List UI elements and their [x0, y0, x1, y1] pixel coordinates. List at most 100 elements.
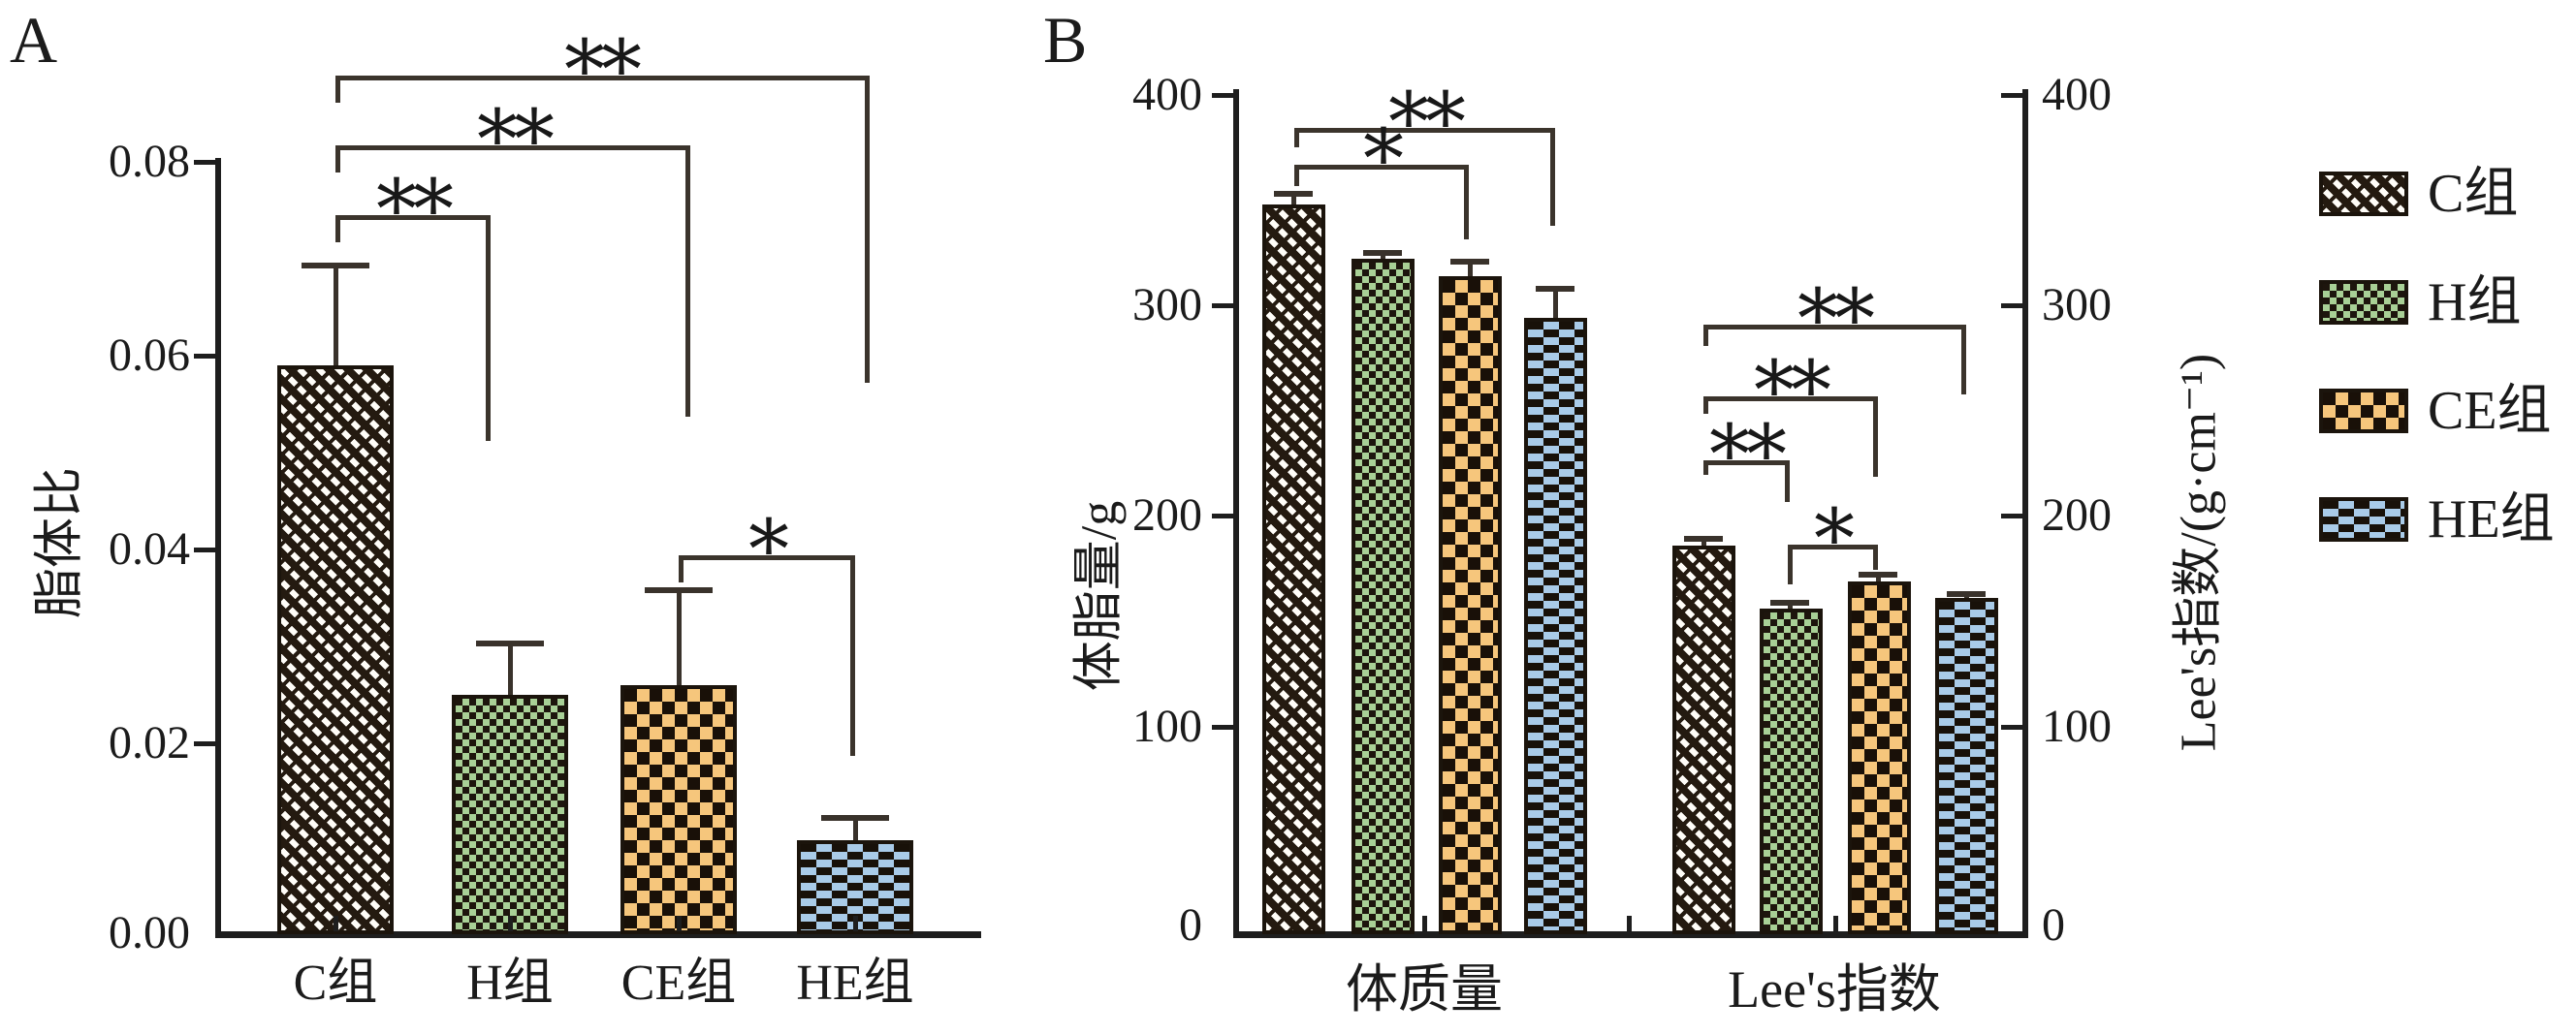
- panel-b-xtick-lees: [1833, 916, 1838, 931]
- panel-b-category-label: 体质量: [1346, 960, 1503, 1019]
- panel-b-bracket-lees-c-ce-left-leg: [1703, 396, 1708, 414]
- panel-b-errorbar-bodymass-ce-whisker: [1468, 262, 1473, 276]
- panel-b-left-ytick-label: 300: [1132, 279, 1202, 330]
- panel-a-bracket-c-he: [335, 76, 870, 80]
- panel-b-bracket-lees-c-ce: [1703, 396, 1878, 401]
- panel-b-right-ytick-100: [2001, 725, 2022, 730]
- legend-swatch-he: [2319, 497, 2408, 542]
- significance-label: *: [748, 502, 789, 597]
- panel-b-left-ytick-100: [1212, 725, 1233, 730]
- panel-a-ytick-label: 0.06: [109, 329, 190, 381]
- panel-b-bodymass-bar-h: [1352, 259, 1415, 934]
- panel-a-bracket-ce-he: [679, 555, 855, 560]
- panel-a-bracket-c-ce-left-leg: [335, 145, 340, 172]
- panel-b-right-ytick-200: [2001, 514, 2022, 518]
- legend-label-h: H组: [2428, 272, 2522, 332]
- panel-b-right-ytick-label: 0: [2042, 899, 2065, 951]
- panel-b-x-axis: [1233, 931, 2028, 938]
- significance-label: **: [477, 92, 555, 187]
- panel-b-left-ytick-label: 0: [1179, 899, 1202, 951]
- panel-a-ytick-004: [194, 548, 215, 552]
- panel-a-errorbar-ce-whisker: [677, 593, 682, 685]
- panel-b-label: B: [1043, 3, 1088, 77]
- panel-b-left-ytick-label: 400: [1132, 69, 1202, 120]
- panel-b-left-ytick-label: 200: [1132, 489, 1202, 541]
- panel-b-category-label: Lee's指数: [1728, 960, 1941, 1019]
- panel-b-errorbar-bodymass-h-cap: [1363, 250, 1402, 256]
- panel-b-errorbar-lees-c-cap: [1684, 536, 1723, 542]
- panel-b-errorbar-lees-h-cap: [1770, 600, 1809, 606]
- panel-a-bar-h: [452, 695, 568, 934]
- panel-b-errorbar-lees-he-cap: [1947, 591, 1986, 597]
- significance-label: **: [376, 162, 454, 257]
- significance-label: **: [1797, 271, 1875, 366]
- legend-swatch-c: [2319, 172, 2408, 216]
- panel-a-category-label: HE组: [796, 956, 914, 1011]
- panel-b-bracket-lees-c-he-right-leg: [1961, 325, 1966, 394]
- panel-b-bracket-bodymass-c-ce-right-leg: [1464, 165, 1469, 239]
- panel-a-ytick-label: 0.00: [109, 907, 190, 958]
- panel-a-bracket-c-ce-right-leg: [685, 145, 690, 417]
- panel-a-ytick-label: 0.08: [109, 136, 190, 187]
- legend-swatch-ce: [2319, 389, 2408, 433]
- significance-label: **: [564, 22, 642, 117]
- panel-b-errorbar-bodymass-he-whisker: [1553, 289, 1558, 318]
- panel-a-bracket-c-h-left-leg: [335, 215, 340, 242]
- panel-b-right-ytick-300: [2001, 303, 2022, 308]
- panel-a-bracket-c-h: [335, 215, 491, 220]
- panel-a-y-axis-title: 脂体比: [32, 466, 88, 619]
- panel-a-x-axis: [215, 931, 981, 938]
- panel-b-xtick-bodymass: [1422, 916, 1427, 931]
- panel-a-y-axis: [215, 158, 221, 937]
- panel-b-bodymass-bar-he: [1524, 318, 1587, 934]
- panel-a-bracket-c-h-right-leg: [486, 215, 491, 441]
- panel-b-errorbar-lees-ce-whisker: [1876, 575, 1881, 581]
- legend-label-c: C组: [2428, 164, 2519, 224]
- significance-label: **: [1709, 407, 1787, 502]
- panel-a-label: A: [10, 3, 58, 77]
- panel-a-category-label: H组: [466, 956, 554, 1011]
- panel-b-bracket-lees-h-ce: [1788, 545, 1878, 549]
- panel-a-category-label: C组: [293, 956, 378, 1011]
- panel-a-bracket-ce-he-right-leg: [850, 555, 855, 756]
- panel-a-errorbar-ce-cap: [645, 587, 713, 593]
- panel-b-errorbar-bodymass-h-whisker: [1381, 253, 1385, 259]
- panel-b-left-ytick-label: 100: [1132, 701, 1202, 752]
- significance-label: **: [1388, 75, 1466, 170]
- panel-a-bracket-ce-he-left-leg: [679, 555, 684, 582]
- panel-b-right-ytick-label: 100: [2042, 701, 2112, 752]
- panel-a-ytick-002: [194, 741, 215, 746]
- panel-b-bodymass-bar-c: [1262, 204, 1325, 934]
- panel-b-errorbar-lees-ce-cap: [1859, 572, 1897, 578]
- panel-b-bodymass-bar-ce: [1439, 276, 1502, 934]
- panel-b-left-ytick-300: [1212, 303, 1233, 308]
- panel-a-ytick-label: 0.02: [109, 717, 190, 768]
- panel-b-bracket-lees-c-h-right-leg: [1785, 460, 1790, 502]
- panel-b-bracket-bodymass-c-he: [1294, 128, 1555, 133]
- panel-b-errorbar-bodymass-c-cap: [1274, 191, 1313, 197]
- panel-b-bracket-bodymass-c-ce: [1294, 165, 1469, 170]
- panel-a-errorbar-h-cap: [476, 641, 544, 646]
- significance-label: **: [1754, 343, 1831, 438]
- panel-a-bracket-c-he-left-leg: [335, 76, 340, 103]
- significance-label: *: [1363, 111, 1404, 206]
- panel-b-bracket-bodymass-c-ce-left-leg: [1294, 165, 1299, 186]
- panel-b-right-y-axis: [2022, 89, 2028, 937]
- panel-b-bracket-lees-c-h-left-leg: [1703, 460, 1708, 475]
- panel-a-xtick-c: [334, 916, 338, 931]
- panel-b-left-ytick-200: [1212, 514, 1233, 518]
- panel-b-lees-bar-h: [1760, 609, 1823, 934]
- panel-a-xtick-h: [508, 916, 513, 931]
- panel-a-xtick-he: [853, 916, 858, 931]
- panel-b-errorbar-bodymass-he-cap: [1536, 286, 1574, 292]
- panel-b-bracket-lees-h-ce-right-leg: [1873, 545, 1878, 570]
- panel-a-category-label: CE组: [620, 956, 737, 1011]
- panel-b-errorbar-bodymass-ce-cap: [1450, 259, 1489, 265]
- panel-a-bracket-c-he-right-leg: [865, 76, 870, 383]
- panel-b-right-ytick-label: 400: [2042, 69, 2112, 120]
- panel-b-bracket-bodymass-c-he-right-leg: [1550, 128, 1555, 226]
- panel-b-bracket-lees-c-he: [1703, 325, 1966, 329]
- panel-b-right-ytick-label: 300: [2042, 279, 2112, 330]
- panel-a-errorbar-he-cap: [821, 815, 889, 821]
